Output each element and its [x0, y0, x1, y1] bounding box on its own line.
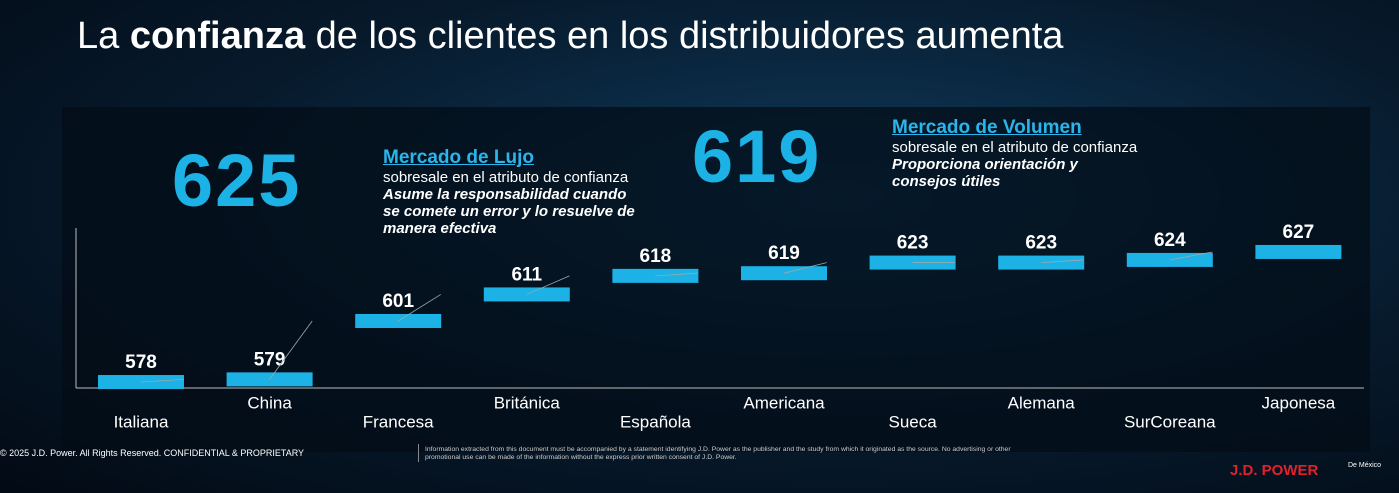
callout-text: sobresale en el atributo de confianza [892, 139, 1138, 156]
value-label: 578 [125, 352, 157, 373]
callout-emphasis: Proporciona orientación y consejos útile… [892, 156, 1078, 190]
x-tick-label: Británica [494, 393, 561, 412]
callout-number: 619 [692, 115, 822, 198]
value-label: 579 [254, 349, 286, 370]
callout-heading: Mercado de Volumen [892, 117, 1082, 138]
value-label: 618 [640, 246, 672, 267]
logo: J.D. POWER [1230, 462, 1319, 479]
notice: Information extracted from this document… [425, 446, 1011, 461]
x-tick-label: Japonesa [1262, 393, 1336, 412]
title-text: de los clientes en los distribuidores au… [305, 15, 1064, 57]
connector [1041, 259, 1084, 263]
value-label: 627 [1283, 222, 1315, 243]
title-text: La [77, 15, 130, 57]
x-tick-label: Sueca [888, 412, 937, 431]
value-label: 623 [1025, 233, 1057, 254]
connector [140, 378, 184, 383]
x-tick-label: Italiana [114, 412, 169, 431]
value-label: 611 [511, 264, 542, 285]
x-tick-label: Alemana [1008, 393, 1076, 412]
bar [1255, 244, 1342, 259]
callout-text: sobresale en el atributo de confianza [383, 169, 629, 186]
copyright: © 2025 J.D. Power. All Rights Reserved. … [0, 448, 305, 458]
connector [783, 262, 827, 274]
connector [397, 294, 442, 322]
x-tick-label: Americana [743, 393, 825, 412]
callout: Mercado de Volumen sobresale en el atrib… [892, 117, 1142, 190]
separator [418, 444, 419, 462]
x-tick-label: SurCoreana [1124, 412, 1216, 431]
value-label: 623 [897, 233, 929, 254]
callout: Mercado de Lujo sobresale en el atributo… [383, 147, 638, 237]
callout-emphasis: Asume la responsabilidad cuando se comet… [383, 186, 635, 237]
x-tick-label: China [247, 393, 292, 412]
title-bold: confianza [129, 15, 306, 57]
connector [1169, 251, 1213, 261]
title: La confianza de los clientes en los dist… [77, 16, 1307, 56]
value-label: 619 [768, 243, 800, 264]
connector [269, 320, 313, 380]
callout-number: 625 [172, 139, 302, 222]
callout-heading: Mercado de Lujo [383, 147, 534, 168]
value-label: 601 [382, 291, 414, 312]
logo-sub: De México [1348, 462, 1382, 469]
x-tick-label: Española [620, 412, 691, 431]
connector [655, 272, 699, 277]
chart-panel [62, 107, 1370, 452]
x-tick-label: Francesa [363, 412, 434, 431]
connector [526, 275, 570, 295]
value-label: 624 [1154, 230, 1186, 251]
